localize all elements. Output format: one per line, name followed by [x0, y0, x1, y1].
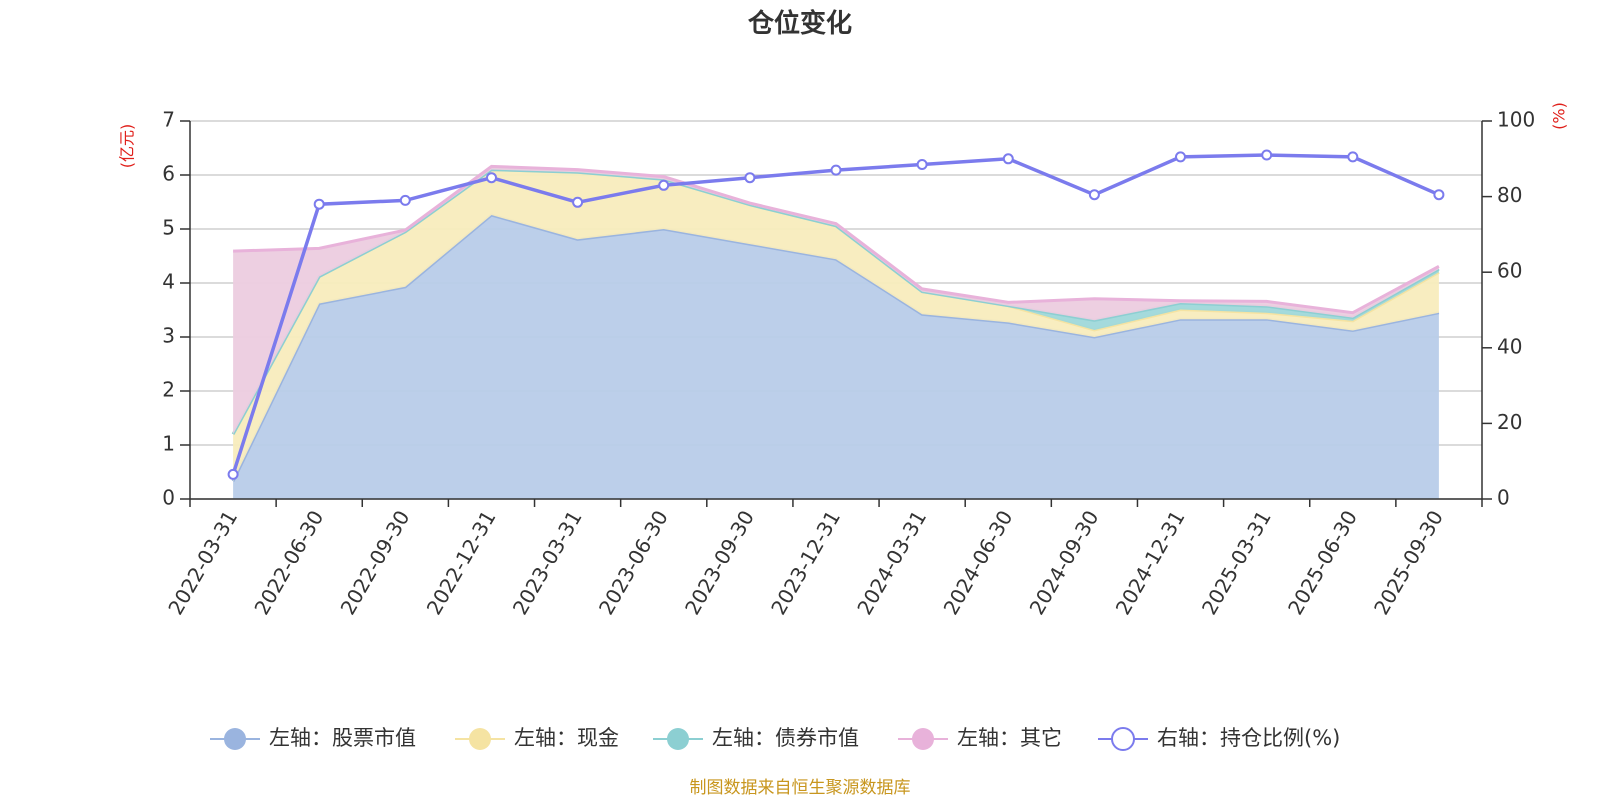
x-tick-label: 2024-06-30 [938, 506, 1017, 619]
ratio-point [1347, 151, 1359, 163]
ratio-point [227, 468, 239, 480]
legend: 左轴：股票市值 左轴：现金 左轴：债券市值 左轴：其它 右轴：持仓比例(%) [210, 726, 1340, 751]
left-tick-label: 7 [162, 108, 175, 132]
legend-item: 右轴：持仓比例(%) [1098, 726, 1340, 751]
x-tick-label: 2024-09-30 [1025, 506, 1104, 619]
x-tick-label: 2023-09-30 [680, 506, 759, 619]
legend-label: 左轴：债券市值 [712, 726, 859, 750]
x-tick-label: 2023-06-30 [594, 506, 673, 619]
left-tick-label: 0 [162, 486, 175, 510]
stacked-areas [231, 164, 1440, 499]
ratio-point [658, 179, 670, 191]
legend-swatch-marker [667, 728, 689, 750]
ratio-point [916, 159, 928, 170]
legend-item: 左轴：其它 [898, 726, 1062, 750]
left-tick-label: 1 [162, 432, 175, 456]
ratio-point [1261, 149, 1273, 161]
x-tick-label: 2024-03-31 [852, 506, 931, 619]
left-tick-label: 6 [162, 162, 175, 186]
x-tick-label: 2025-06-30 [1283, 506, 1362, 619]
ratio-point [1002, 153, 1014, 165]
source-note: 制图数据来自恒生聚源数据库 [690, 778, 911, 798]
chart-title: 仓位变化 [747, 8, 852, 39]
x-tick-label: 2022-12-31 [422, 506, 501, 619]
ratio-point [1175, 151, 1186, 163]
ratio-line [227, 149, 1445, 480]
legend-label: 左轴：其它 [957, 726, 1062, 750]
x-tick-label: 2023-03-31 [508, 506, 587, 619]
right-tick-label: 0 [1497, 486, 1510, 510]
legend-swatch-marker [469, 728, 491, 750]
ratio-point [830, 164, 842, 176]
legend-label: 左轴：股票市值 [269, 726, 416, 750]
x-tick-label: 2022-09-30 [335, 506, 414, 619]
right-axis-unit: (%) [1550, 102, 1569, 130]
x-tick-label: 2022-03-31 [163, 506, 242, 619]
right-tick-label: 80 [1497, 183, 1522, 207]
x-tick-label: 2025-09-30 [1369, 506, 1448, 619]
legend-item: 左轴：股票市值 [210, 726, 416, 750]
area-1 [233, 169, 1439, 482]
ratio-point [399, 194, 411, 206]
ratio-point [572, 196, 584, 208]
legend-item: 左轴：债券市值 [653, 726, 859, 750]
area-line-3 [233, 164, 1440, 315]
legend-swatch-marker [912, 728, 934, 750]
ratio-point [744, 172, 756, 184]
right-tick-label: 40 [1497, 334, 1522, 358]
legend-swatch-marker [1111, 727, 1135, 751]
left-axis-unit: (亿元) [118, 124, 137, 169]
ratio-point [1088, 189, 1100, 201]
left-tick-label: 3 [162, 324, 175, 348]
left-tick-label: 4 [162, 270, 175, 294]
legend-item: 左轴：现金 [455, 726, 619, 750]
area-0 [233, 215, 1439, 499]
legend-label: 右轴：持仓比例(%) [1157, 726, 1340, 750]
legend-swatch-marker [224, 728, 246, 750]
ratio-point [1433, 189, 1445, 201]
right-tick-label: 100 [1497, 108, 1535, 132]
x-tick-label: 2024-12-31 [1111, 506, 1190, 619]
left-tick-label: 2 [162, 378, 175, 402]
ratio-point [486, 172, 497, 184]
x-tick-label: 2023-12-31 [766, 506, 845, 619]
ratio-point [313, 198, 325, 210]
x-tick-label: 2025-03-31 [1197, 506, 1276, 619]
x-tick-label: 2022-06-30 [249, 506, 328, 619]
right-tick-label: 60 [1497, 259, 1522, 283]
right-tick-label: 20 [1497, 410, 1522, 434]
legend-label: 左轴：现金 [514, 726, 619, 750]
left-tick-label: 5 [162, 216, 175, 240]
